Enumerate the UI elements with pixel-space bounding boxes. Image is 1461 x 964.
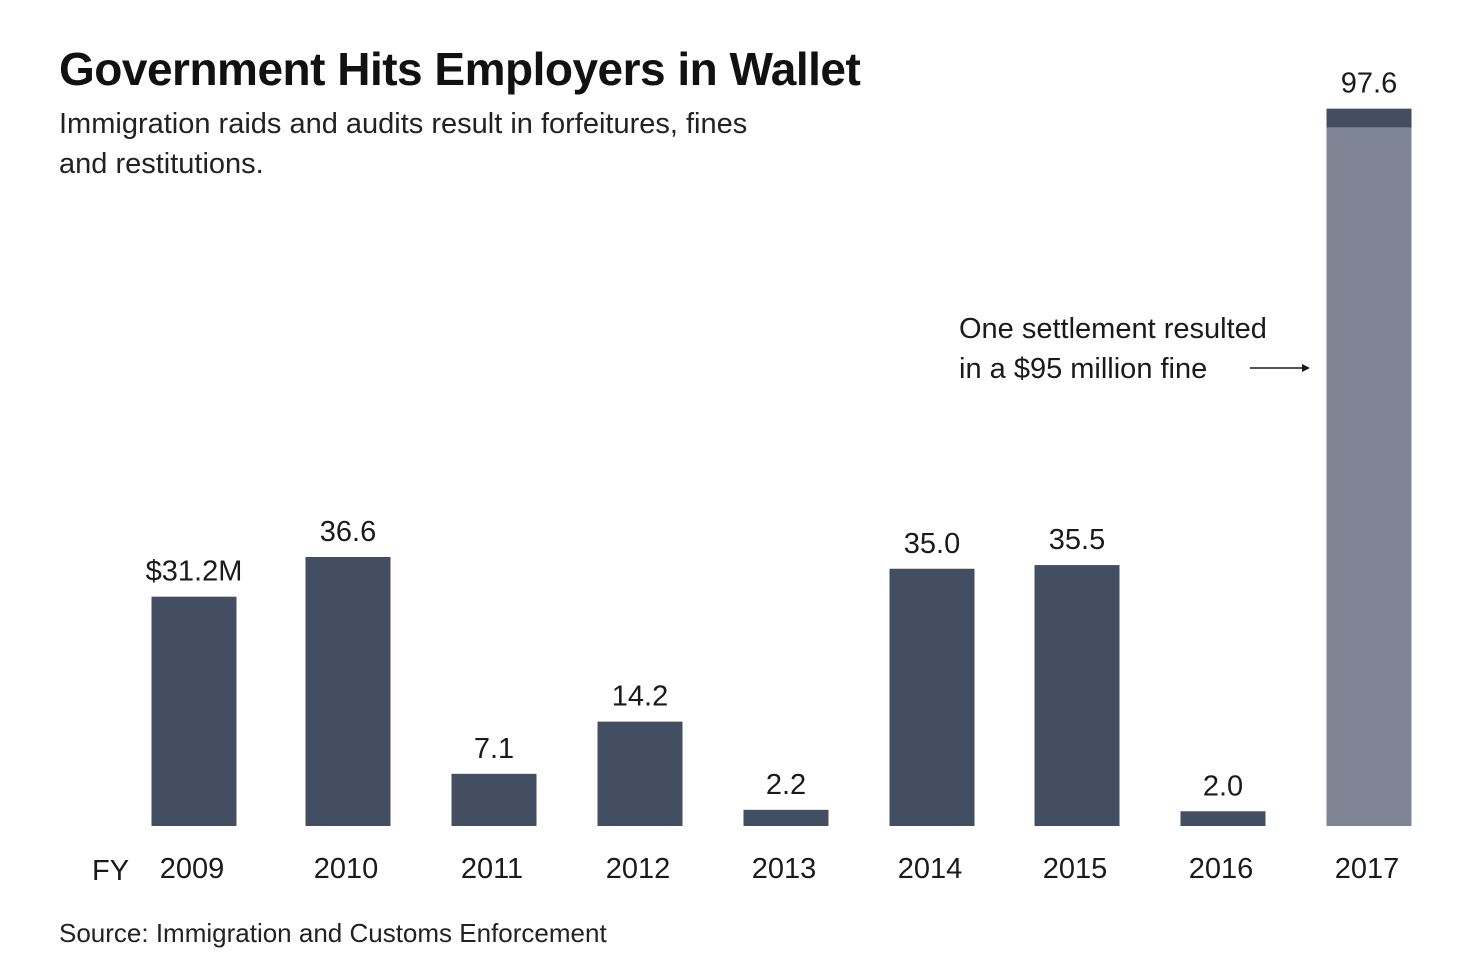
category-label-2016: 2016 xyxy=(1189,853,1254,885)
annotation-line-1: One settlement resulted xyxy=(959,313,1267,345)
bar-2013 xyxy=(743,809,829,826)
category-label-2017: 2017 xyxy=(1335,853,1400,885)
category-label-2012: 2012 xyxy=(606,853,671,885)
annotation-note: One settlement resulted in a $95 million… xyxy=(959,309,1267,389)
value-label-2016: 2.0 xyxy=(1203,770,1243,802)
bar-2016 xyxy=(1180,811,1266,826)
value-label-2009: $31.2M xyxy=(146,556,243,588)
category-label-2015: 2015 xyxy=(1043,853,1108,885)
bar-2012 xyxy=(597,721,683,826)
category-label-2010: 2010 xyxy=(314,853,379,885)
annotation-line-2: in a $95 million fine xyxy=(959,353,1208,385)
x-axis-prefix-label: FY xyxy=(92,855,129,887)
category-label-2011: 2011 xyxy=(461,853,523,885)
bar-2010 xyxy=(305,556,391,826)
value-label-2017: 97.6 xyxy=(1341,68,1397,100)
source-note: Source: Immigration and Customs Enforcem… xyxy=(59,918,607,948)
bar-2009 xyxy=(151,596,237,826)
category-label-2009: 2009 xyxy=(160,853,225,885)
bar-2017-fine xyxy=(1326,127,1412,826)
bar-2017-other xyxy=(1326,108,1412,128)
bar-2011 xyxy=(451,773,537,826)
value-label-2013: 2.2 xyxy=(766,769,806,801)
chart-subtitle: Immigration raids and audits result in f… xyxy=(59,108,748,180)
value-label-2010: 36.6 xyxy=(320,516,376,548)
value-label-2014: 35.0 xyxy=(904,528,960,560)
annotation-arrow-icon xyxy=(1250,364,1310,372)
value-label-2012: 14.2 xyxy=(612,681,668,713)
bar-2015 xyxy=(1034,565,1120,826)
chart-title: Government Hits Employers in Wallet xyxy=(59,43,861,95)
value-label-2011: 7.1 xyxy=(474,733,514,765)
value-label-2015: 35.5 xyxy=(1049,524,1105,556)
category-label-2013: 2013 xyxy=(752,853,817,885)
bar-2014 xyxy=(889,568,975,826)
category-label-2014: 2014 xyxy=(898,853,963,885)
